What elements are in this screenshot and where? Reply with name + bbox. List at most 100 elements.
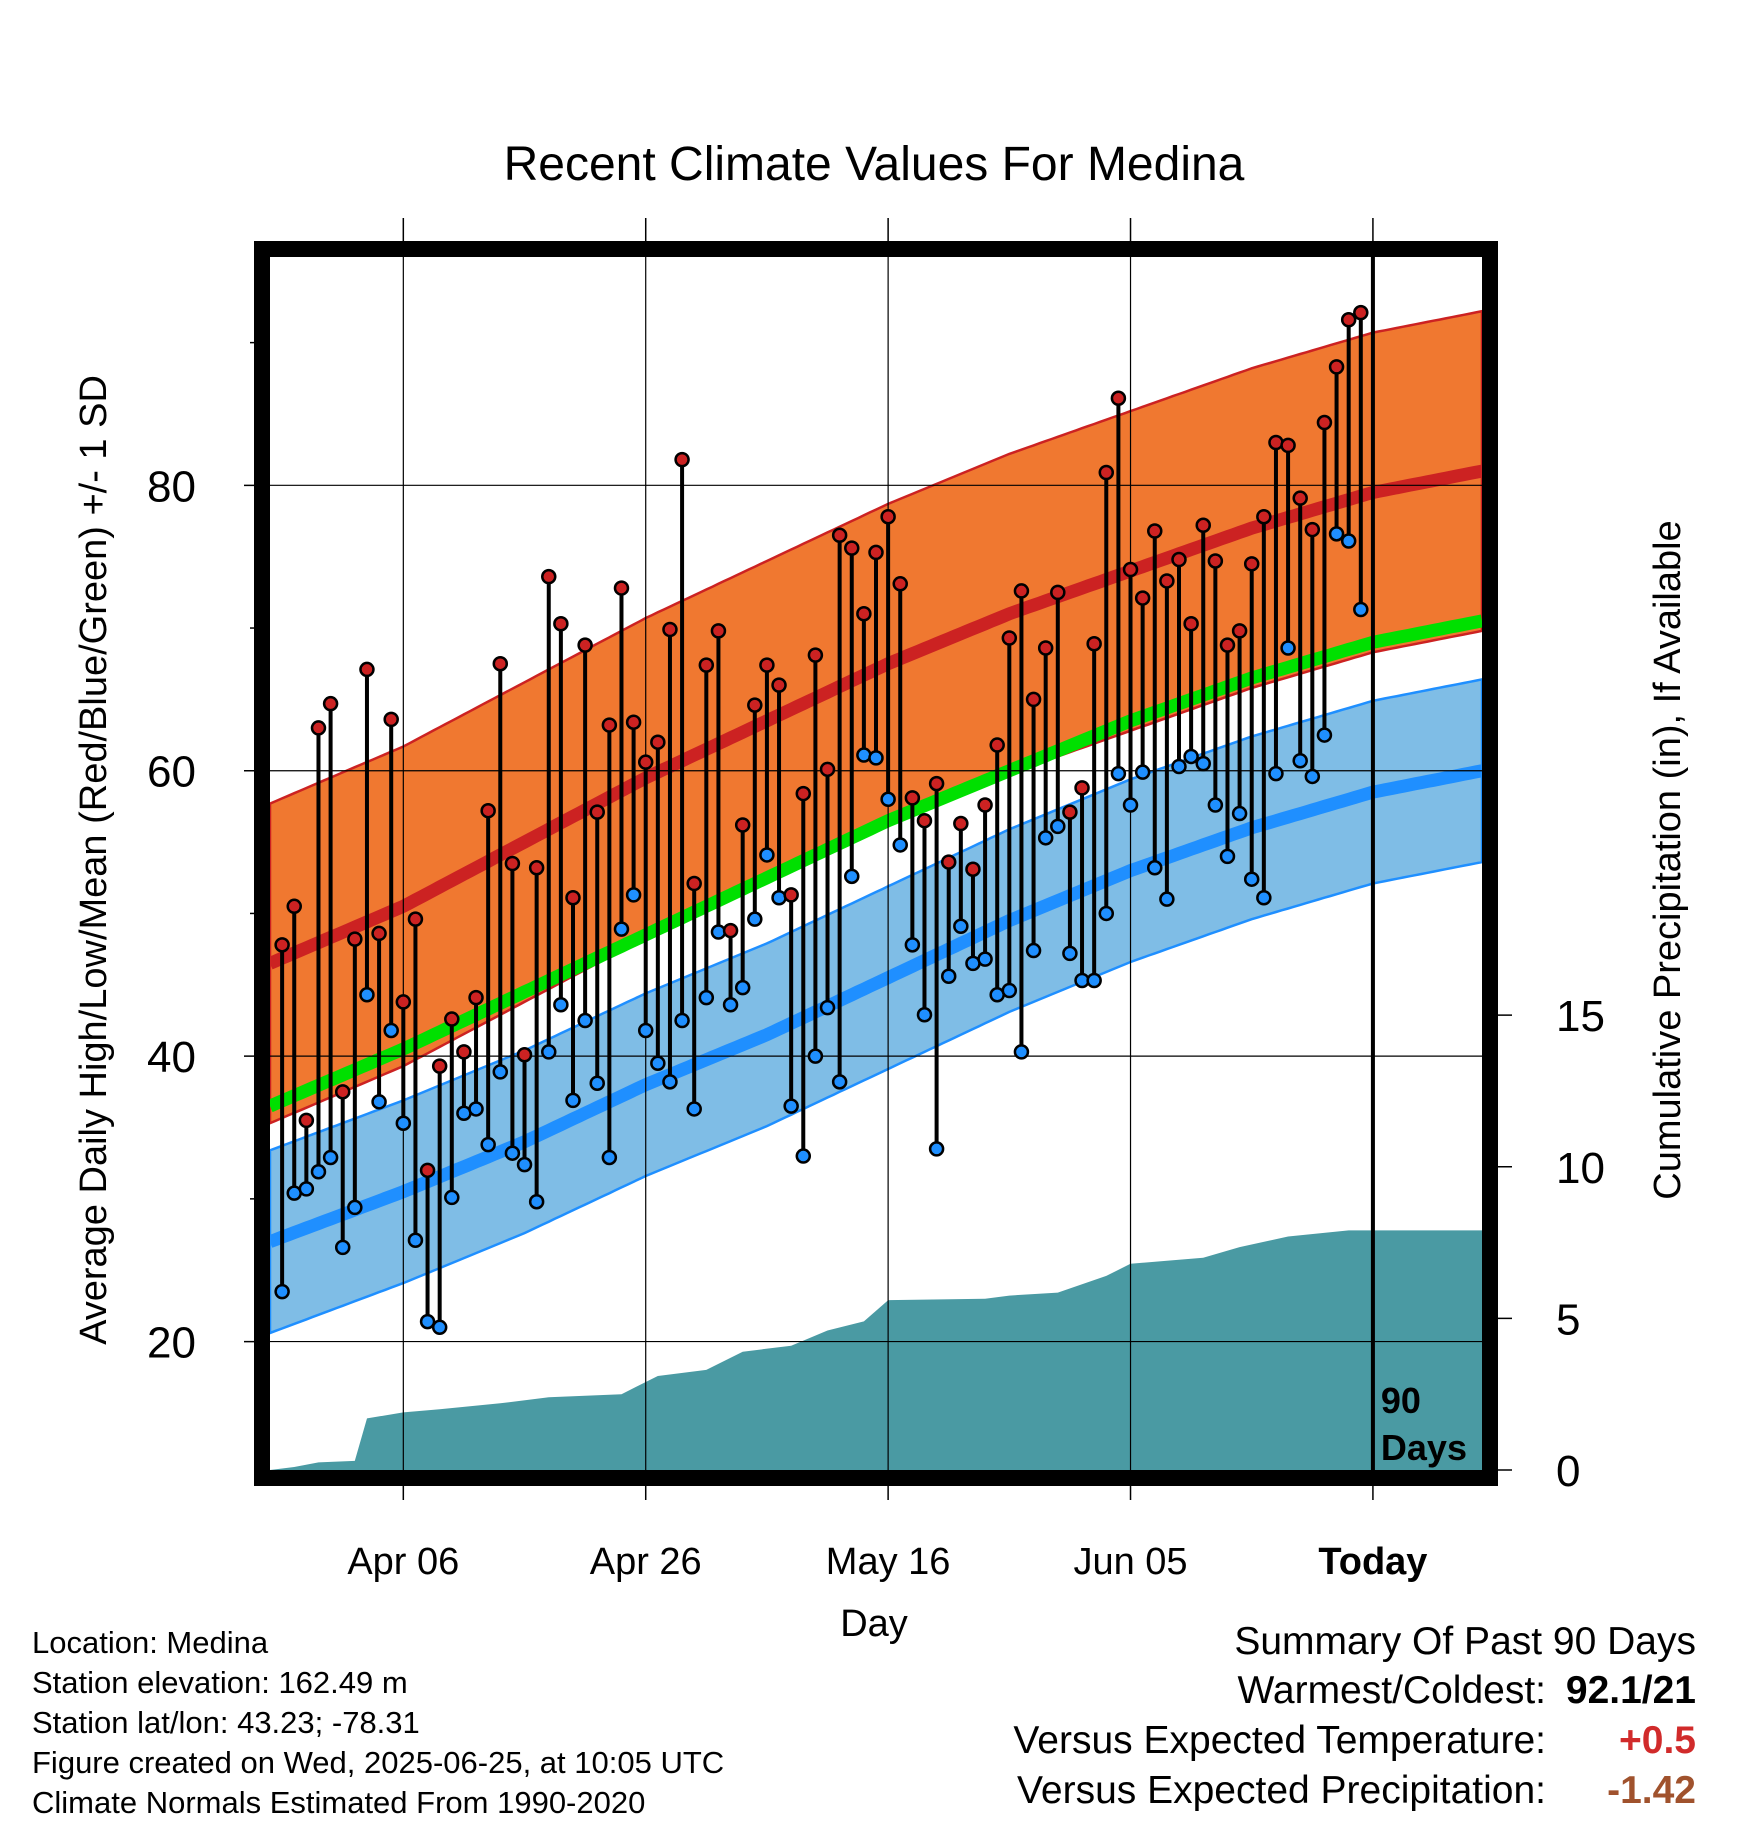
daily-low-point (1062, 945, 1078, 962)
daily-high-point (1268, 434, 1284, 451)
daily-low-point (795, 1148, 812, 1164)
daily-high-point (1243, 556, 1260, 572)
daily-high-point (1037, 640, 1054, 656)
daily-low-point (371, 1094, 387, 1110)
daily-low-point (1280, 640, 1296, 656)
temp-departure-row: Versus Expected Temperature: +0.5 (1013, 1716, 1696, 1766)
daily-high-point (1292, 490, 1308, 506)
daily-high-point (1207, 553, 1224, 569)
daily-high-point (444, 1011, 460, 1027)
elevation-text: Station elevation: 162.49 m (32, 1665, 408, 1700)
daily-low-point (722, 997, 739, 1013)
mean-normal-line (270, 614, 1482, 1113)
daily-high-point (892, 576, 908, 592)
daily-high-point (565, 889, 581, 906)
daily-high-point (698, 657, 715, 673)
daily-high-point (771, 677, 787, 693)
daily-low-point (1098, 905, 1115, 922)
daily-low-point (1037, 830, 1054, 846)
axes: 20 40 60 80 0 5 10 15 Apr 06 Apr 26 May 16 Jun 05 To… (147, 218, 1605, 1583)
daily-low-point (904, 937, 921, 953)
daily-high-point (468, 989, 484, 1006)
daily-high-point (1086, 635, 1102, 652)
daily-high-point (371, 925, 387, 942)
normals-text: Climate Normals Estimated From 1990-2020 (32, 1785, 646, 1820)
daily-low-point (1292, 753, 1308, 769)
plot-area: 90 Days (270, 257, 1482, 1470)
daily-high-point (1231, 623, 1248, 639)
precip-area (270, 1230, 1482, 1470)
summary-title: Summary Of Past 90 Days (1234, 1620, 1696, 1663)
y-axis-label: Average Daily High/Low/Mean (Red/Blue/Gr… (73, 375, 115, 1345)
daily-high-point (492, 655, 509, 672)
daily-high-point (395, 994, 412, 1010)
summary-panel: Summary Of Past 90 Days Warmest/Coldest:… (1013, 1618, 1696, 1816)
daily-high-point (953, 815, 969, 832)
daily-high-point (1147, 523, 1163, 539)
temp-departure-label: Versus Expected Temperature: (1013, 1719, 1546, 1762)
daily-low-point (1147, 860, 1163, 876)
daily-high-point (807, 647, 824, 663)
daily-high-point (1001, 630, 1018, 646)
daily-low-point (1340, 533, 1357, 549)
daily-high-point (674, 451, 690, 468)
x-tick-label: Today (1318, 1541, 1427, 1583)
daily-high-point (274, 937, 290, 953)
created-text: Figure created on Wed, 2025-06-25, at 10… (32, 1745, 725, 1780)
daily-high-point (334, 1084, 351, 1100)
daily-high-point (868, 544, 884, 561)
y-tick-label: 80 (147, 462, 196, 511)
chart-title: Recent Climate Values For Medina (504, 138, 1245, 191)
daily-high-point (965, 861, 981, 877)
daily-high-point (1098, 464, 1115, 481)
daily-low-point (1025, 942, 1042, 959)
daily-high-point (1353, 304, 1369, 321)
daily-low-point (553, 997, 569, 1013)
daily-low-point (1219, 848, 1236, 865)
daily-low-point (1159, 891, 1175, 907)
daily-high-point (383, 711, 399, 728)
daily-low-point (1316, 727, 1333, 743)
y2-tick-label: 5 (1556, 1295, 1580, 1344)
daily-low-point (407, 1232, 424, 1248)
daily-low-point (650, 1055, 666, 1072)
daily-high-point (298, 1112, 315, 1129)
x-axis-label: Day (840, 1603, 908, 1645)
daily-high-point (1316, 414, 1333, 431)
daily-high-point (601, 717, 618, 733)
daily-high-point (504, 855, 521, 872)
low-normal-line (270, 764, 1482, 1248)
daily-low-point (844, 868, 860, 885)
daily-low-point (528, 1193, 545, 1210)
daily-low-point (577, 1012, 593, 1029)
warmest-coldest-value: 92.1/21 (1565, 1669, 1696, 1712)
daily-low-point (601, 1149, 618, 1166)
daily-low-point (734, 979, 751, 996)
daily-low-point (1086, 972, 1102, 989)
daily-low-point (492, 1064, 509, 1080)
daily-high-point (977, 797, 993, 813)
x-tick-label: Jun 05 (1073, 1541, 1187, 1583)
daily-low-point (468, 1101, 484, 1117)
daily-low-point (977, 951, 993, 967)
precip-departure-label: Versus Expected Precipitation: (1017, 1769, 1546, 1812)
x-tick-label: Apr 06 (347, 1541, 459, 1583)
daily-low-point (1207, 797, 1224, 813)
daily-high-point (710, 623, 727, 639)
daily-low-point (1110, 765, 1127, 782)
daily-low-point (625, 887, 642, 903)
daily-high-point (856, 606, 872, 622)
daily-high-point (650, 734, 666, 750)
daily-high-point (528, 860, 545, 876)
daily-low-point (1183, 748, 1199, 765)
daily-high-point (516, 1046, 533, 1063)
daily-low-point (419, 1313, 436, 1330)
y2-tick-label: 0 (1556, 1447, 1580, 1496)
daily-low-point (698, 989, 715, 1006)
daily-low-point (1304, 768, 1321, 785)
daily-low-point (856, 747, 872, 763)
daily-low-point (771, 889, 787, 906)
daily-low-point (1050, 818, 1066, 835)
precip-departure-value: -1.42 (1607, 1769, 1696, 1812)
daily-low-point (504, 1145, 521, 1161)
